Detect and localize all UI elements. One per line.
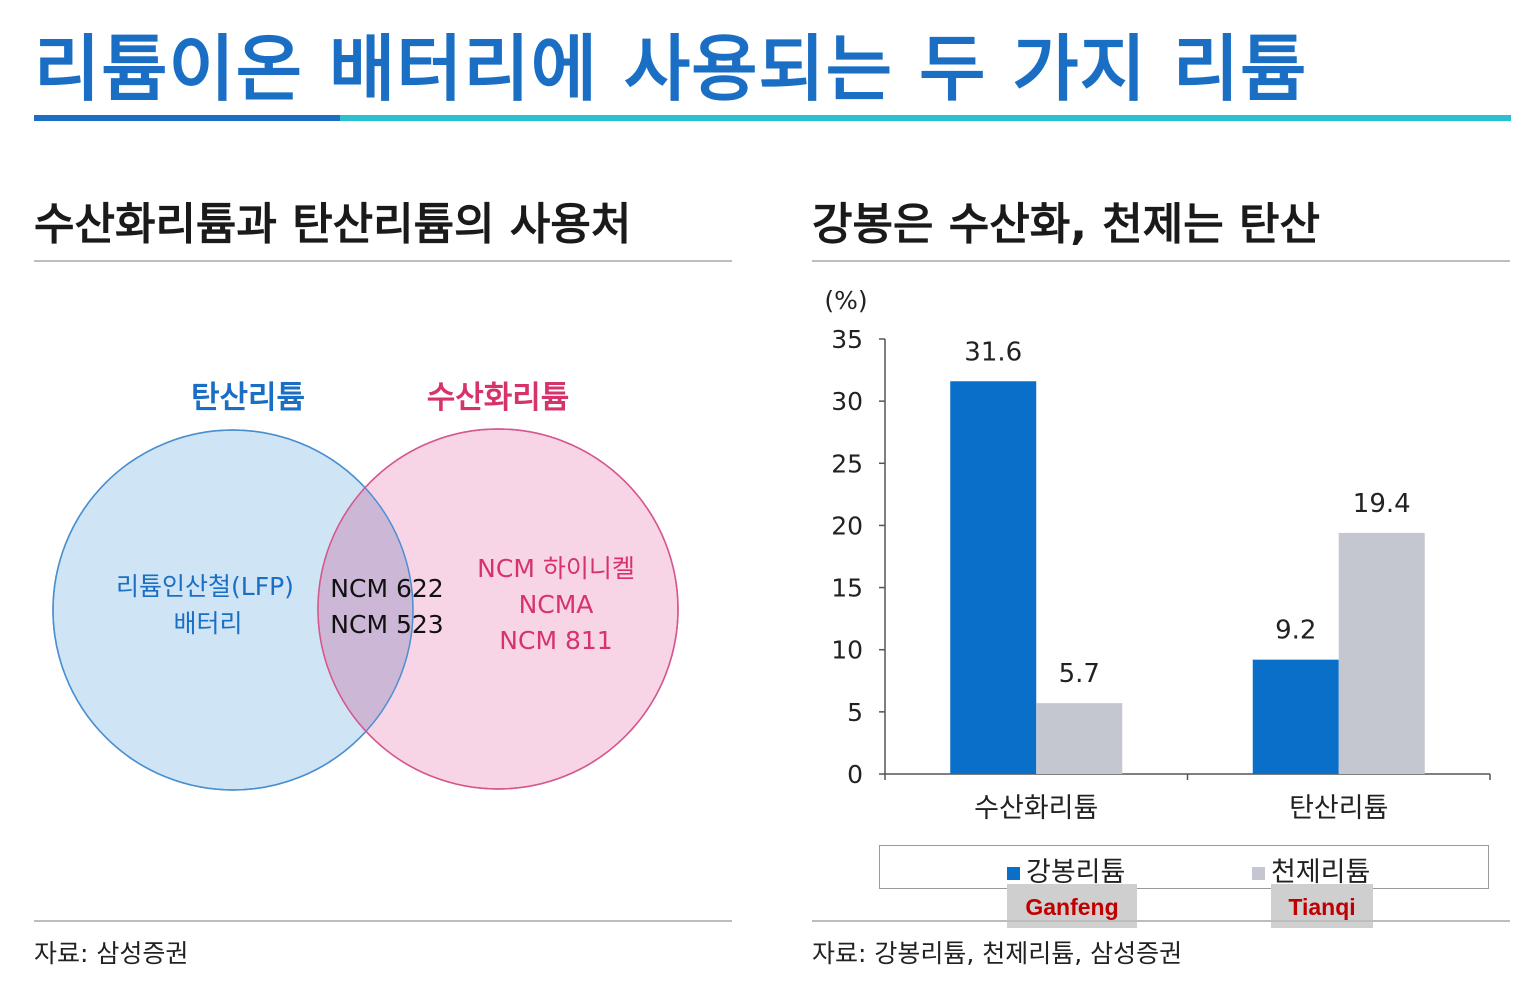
venn-panel-divider-top xyxy=(34,260,732,262)
venn-source: 자료: 삼성증권 xyxy=(34,939,189,968)
legend-label-ganfeng: 강봉리튬 xyxy=(1026,857,1126,888)
y-tick-label: 0 xyxy=(847,760,863,789)
venn-right-only-line-2: NCMA xyxy=(519,590,594,619)
bar-value-label: 31.6 xyxy=(964,337,1022,367)
bar-1-0 xyxy=(1252,659,1339,774)
venn-panel-divider-bottom xyxy=(34,920,732,922)
chart-panel-title: 강봉은 수산화, 천제는 탄산 xyxy=(812,199,1320,250)
y-tick-label: 10 xyxy=(831,636,863,665)
page-title: 리튬이온 배터리에 사용되는 두 가지 리튬 xyxy=(34,27,1308,111)
legend-item-tianqi: 천제리튬 xyxy=(1252,850,1370,889)
bar-0-1 xyxy=(1036,703,1123,774)
y-tick-label: 25 xyxy=(831,449,863,478)
x-category-label: 탄산리튬 xyxy=(1289,793,1388,824)
venn-right-only-line-3: NCM 811 xyxy=(499,626,612,655)
y-tick-label: 20 xyxy=(831,511,863,540)
venn-right-only-line-1: NCM 하이니켈 xyxy=(477,554,635,583)
chart-panel-divider-bottom xyxy=(812,920,1510,922)
y-tick-label: 35 xyxy=(831,325,863,354)
venn-overlap-line-2: NCM 523 xyxy=(330,610,443,639)
legend-swatch-tianqi xyxy=(1252,867,1265,880)
chart-legend: 강봉리튬 천제리튬 xyxy=(879,845,1489,889)
legend-swatch-ganfeng xyxy=(1007,867,1020,880)
title-underline xyxy=(340,115,1511,121)
y-tick-label: 30 xyxy=(831,387,863,416)
venn-left-only-line-1: 리튬인산철(LFP) xyxy=(116,572,294,601)
venn-overlap-line-1: NCM 622 xyxy=(330,574,443,603)
title-underline-accent xyxy=(34,115,340,121)
legend-label-tianqi: 천제리튬 xyxy=(1271,857,1371,888)
bar-0-0 xyxy=(950,381,1037,774)
bar-value-label: 5.7 xyxy=(1059,659,1100,689)
x-category-label: 수산화리튬 xyxy=(974,793,1098,824)
bar-value-label: 19.4 xyxy=(1353,489,1411,519)
legend-item-ganfeng: 강봉리튬 xyxy=(1007,850,1125,889)
bar-1-1 xyxy=(1338,532,1425,774)
y-tick-label: 15 xyxy=(831,574,863,603)
y-tick-label: 5 xyxy=(847,698,863,727)
venn-panel-title: 수산화리튬과 탄산리튬의 사용처 xyxy=(34,199,632,250)
venn-label-hydroxide: 수산화리튬 xyxy=(427,380,570,416)
y-axis-unit: (%) xyxy=(824,286,867,315)
chart-panel-divider-top xyxy=(812,260,1510,262)
chart-source: 자료: 강봉리튬, 천제리튬, 삼성증권 xyxy=(812,939,1183,968)
venn-label-carbonate: 탄산리튬 xyxy=(191,380,305,416)
bar-value-label: 9.2 xyxy=(1275,616,1316,646)
venn-left-only-line-2: 배터리 xyxy=(173,609,242,638)
